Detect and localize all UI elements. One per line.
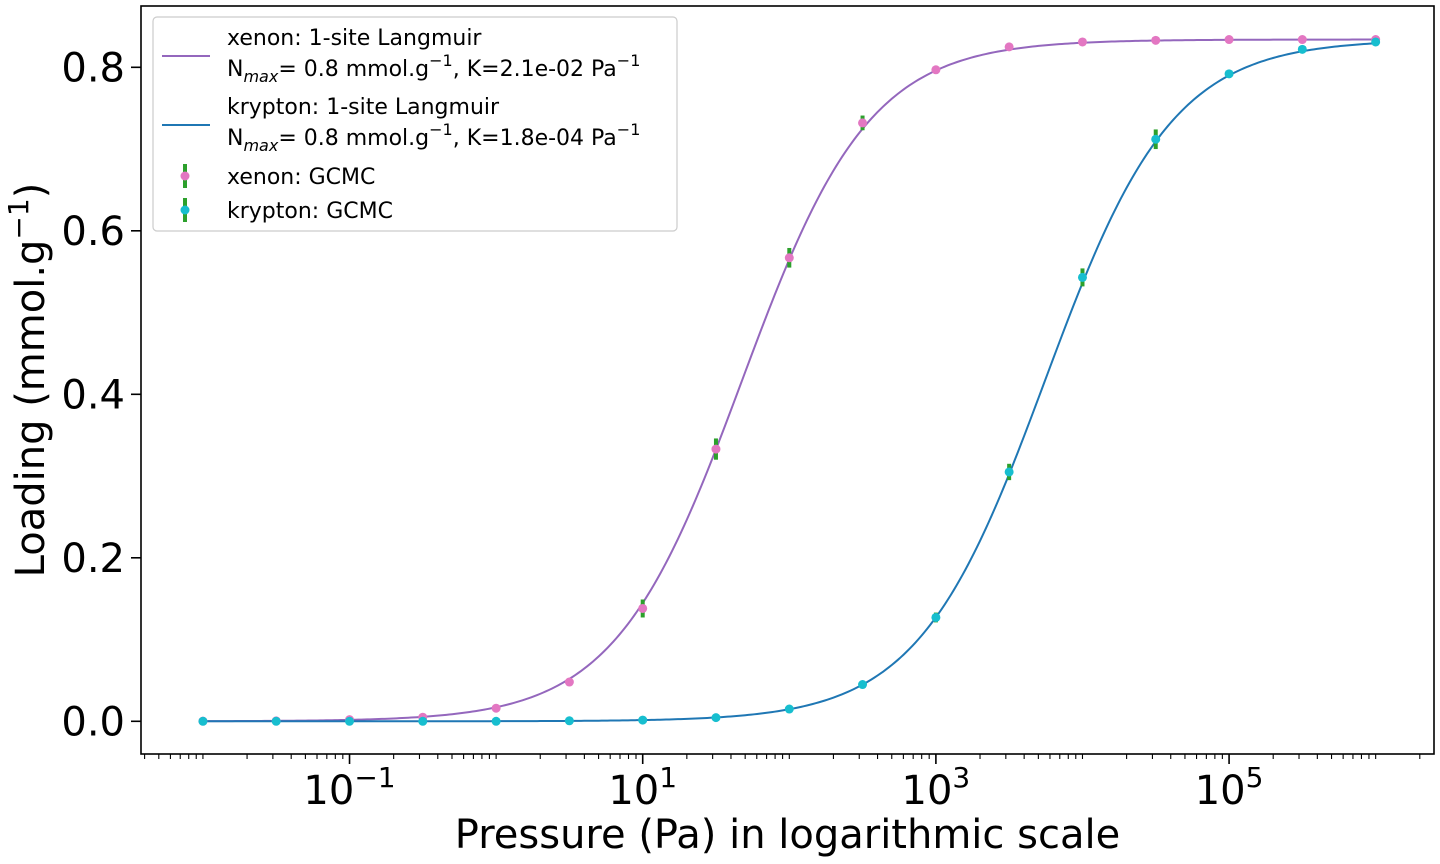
axis-ticks: 10−1 101 103 105 0.0 0.2 0.4 0.6 0.8 [61, 45, 1421, 814]
data-point-krypton [271, 716, 281, 726]
y-tick-label: 0.8 [61, 45, 125, 91]
data-point-krypton [1004, 467, 1014, 477]
data-point-xenon [1151, 35, 1161, 45]
data-point-xenon [858, 118, 868, 128]
x-tick-label: 101 [608, 761, 677, 814]
data-point-krypton [1224, 69, 1234, 79]
legend-params-krypton-fit: Nmax= 0.8 mmol.g−1, K=1.8e-04 Pa−1 [227, 120, 640, 155]
legend-swatch-xenon-gcmc [180, 164, 190, 188]
data-point-krypton [1297, 44, 1307, 54]
legend-box [152, 16, 678, 232]
legend: xenon: 1-site Langmuir Nmax= 0.8 mmol.g−… [152, 16, 678, 232]
data-point-krypton [638, 715, 648, 725]
legend-label-krypton-gcmc: krypton: GCMC [227, 199, 393, 224]
y-tick-label: 0.2 [61, 536, 125, 582]
data-point-krypton [931, 612, 941, 622]
data-point-krypton [418, 716, 428, 726]
data-point-krypton [1371, 37, 1381, 47]
legend-label-xenon-gcmc: xenon: GCMC [227, 165, 375, 190]
data-point-krypton [345, 716, 355, 726]
data-point-krypton [1077, 272, 1087, 282]
legend-label-xenon-fit: xenon: 1-site Langmuir [227, 26, 482, 51]
legend-swatch-krypton-gcmc [180, 198, 190, 222]
data-point-krypton [491, 716, 501, 726]
data-point-krypton [1151, 134, 1161, 144]
data-point-xenon [1224, 35, 1234, 45]
y-tick-label: 0.0 [61, 699, 125, 745]
data-point-xenon [1297, 35, 1307, 45]
x-tick-label: 103 [902, 761, 971, 814]
data-point-xenon [711, 444, 721, 454]
data-point-krypton [198, 716, 208, 726]
legend-params-xenon-fit: Nmax= 0.8 mmol.g−1, K=2.1e-02 Pa−1 [227, 51, 640, 86]
data-point-xenon [638, 603, 648, 613]
plot-area [198, 35, 1381, 726]
data-point-krypton [858, 680, 868, 690]
data-point-xenon [1004, 42, 1014, 52]
data-point-krypton [711, 713, 721, 723]
axes-frame [140, 5, 1435, 755]
data-point-krypton [784, 704, 794, 714]
data-point-xenon [1077, 37, 1087, 47]
y-tick-label: 0.4 [61, 372, 125, 418]
data-point-xenon [564, 677, 574, 687]
y-tick-label: 0.6 [61, 209, 125, 255]
y-axis-label: Loading (mmol.g−1) [2, 183, 54, 578]
data-point-krypton [564, 716, 574, 726]
x-axis-label: Pressure (Pa) in logarithmic scale [455, 812, 1120, 858]
data-point-xenon [931, 65, 941, 75]
data-point-xenon [784, 253, 794, 263]
data-point-xenon [491, 703, 501, 713]
x-tick-label: 105 [1195, 761, 1264, 814]
x-tick-label: 10−1 [303, 761, 395, 814]
legend-label-krypton-fit: krypton: 1-site Langmuir [227, 95, 500, 120]
